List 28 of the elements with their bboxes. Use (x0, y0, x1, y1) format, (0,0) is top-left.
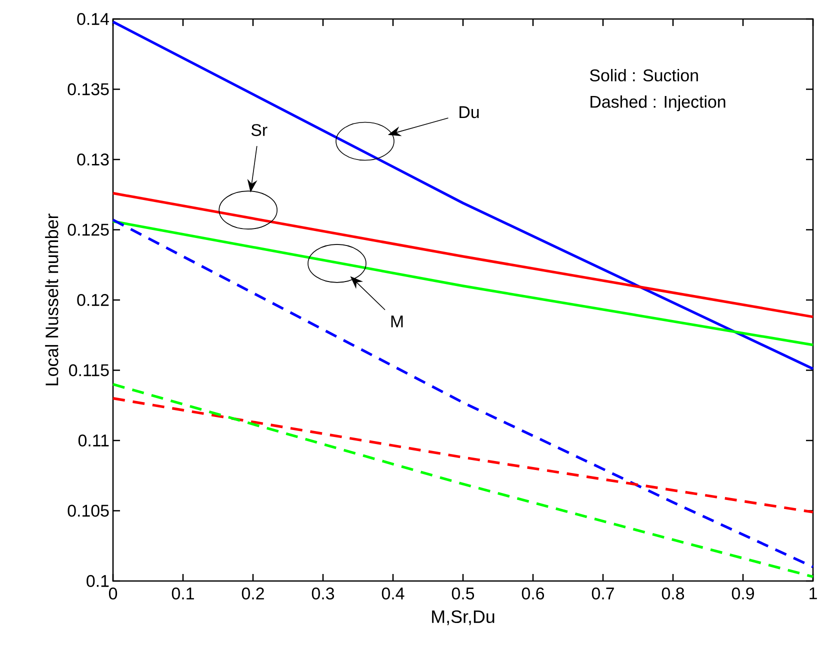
x-tick-label: 0.9 (732, 588, 754, 600)
annotation: Du (460, 106, 479, 118)
y-tick-label: 0.14 (77, 12, 109, 25)
y-tick-label: 0.11 (78, 434, 109, 446)
x-tick-label: 0.1 (172, 588, 194, 600)
annotation: Sr (251, 124, 268, 136)
x-tick-label: 0.5 (452, 588, 474, 600)
y-tick-label: 0.12 (77, 294, 109, 306)
y-tick-label: 0.115 (69, 364, 109, 376)
x-tick-label: 0 (108, 588, 118, 600)
annotation: M (391, 316, 403, 328)
x-axis-title: M,Sr,Du (432, 610, 494, 626)
x-tick-label: 0.4 (382, 588, 404, 600)
x-tick-label: 0.6 (522, 588, 544, 600)
x-tick-label: 0.3 (312, 588, 334, 600)
y-tick-label: 0.13 (77, 153, 109, 166)
x-tick-label: 0.2 (242, 588, 264, 600)
line-series (112, 218, 814, 568)
y-tick-label: 0.125 (68, 224, 109, 236)
x-tick-label: 0.8 (662, 588, 684, 600)
y-tick-label: 0.135 (68, 83, 109, 96)
y-axis-title: Local Nusselt number (45, 214, 58, 386)
x-tick-label: 0.7 (592, 588, 614, 600)
annotation: Solid : Suction (590, 68, 698, 82)
y-tick-label: 0.1 (86, 574, 109, 587)
annotation: Dashed : Injection (590, 95, 726, 112)
x-tick-label: 1 (810, 588, 817, 600)
y-tick-label: 0.105 (68, 504, 109, 517)
